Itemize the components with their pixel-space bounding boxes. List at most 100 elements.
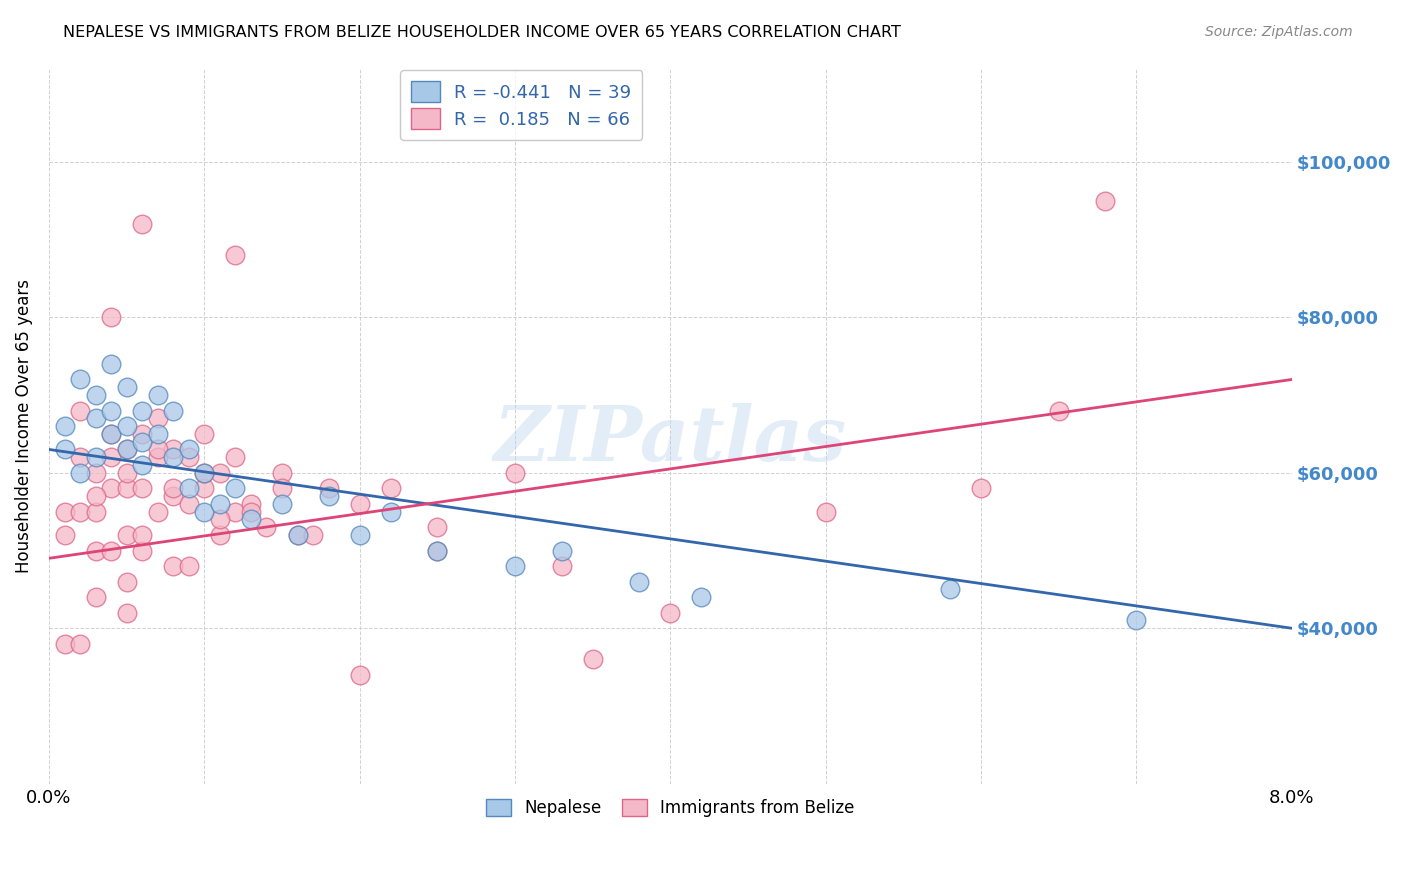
Point (100, 450, 122, 465)
Point (349, 528, 371, 542)
Point (970, 481, 993, 495)
Point (550, 559, 572, 574)
Point (84, 489, 107, 503)
Point (100, 357, 122, 371)
Point (69, 403, 91, 417)
Point (115, 419, 138, 434)
Point (302, 528, 325, 542)
Point (84, 543, 107, 558)
Point (193, 466, 215, 480)
Point (146, 450, 169, 465)
Point (162, 403, 184, 417)
Point (318, 489, 340, 503)
Point (177, 559, 200, 574)
Point (115, 481, 138, 495)
Point (146, 442, 169, 457)
Point (939, 582, 962, 597)
Point (426, 520, 449, 534)
Point (100, 403, 122, 417)
Point (115, 574, 138, 589)
Point (100, 426, 122, 441)
Point (503, 559, 526, 574)
Point (239, 505, 262, 519)
Text: ZIPatlas: ZIPatlas (494, 403, 846, 477)
Point (69, 637, 91, 651)
Point (115, 528, 138, 542)
Point (162, 481, 184, 495)
Point (1094, 194, 1116, 208)
Point (208, 497, 231, 511)
Point (628, 574, 651, 589)
Point (115, 466, 138, 480)
Point (131, 426, 153, 441)
Point (271, 466, 294, 480)
Point (162, 559, 184, 574)
Point (146, 505, 169, 519)
Point (100, 543, 122, 558)
Point (131, 217, 153, 231)
Point (84, 450, 107, 465)
Point (69, 372, 91, 386)
Point (193, 466, 215, 480)
Point (271, 497, 294, 511)
Point (208, 528, 231, 542)
Point (239, 497, 262, 511)
Point (193, 426, 215, 441)
Point (224, 505, 246, 519)
Legend: Nepalese, Immigrants from Belize: Nepalese, Immigrants from Belize (478, 790, 863, 825)
Point (115, 442, 138, 457)
Point (115, 442, 138, 457)
Point (53, 442, 76, 457)
Y-axis label: Householder Income Over 65 years: Householder Income Over 65 years (15, 279, 32, 574)
Point (131, 528, 153, 542)
Point (550, 543, 572, 558)
Point (162, 450, 184, 465)
Point (100, 310, 122, 325)
Point (271, 481, 294, 495)
Point (131, 403, 153, 417)
Point (208, 512, 231, 526)
Point (131, 458, 153, 472)
Point (1047, 403, 1070, 417)
Point (380, 481, 402, 495)
Point (69, 505, 91, 519)
Point (193, 505, 215, 519)
Point (177, 442, 200, 457)
Point (177, 450, 200, 465)
Point (177, 481, 200, 495)
Point (69, 450, 91, 465)
Point (100, 426, 122, 441)
Point (84, 590, 107, 604)
Point (318, 481, 340, 495)
Point (582, 652, 605, 666)
Point (162, 489, 184, 503)
Point (224, 481, 246, 495)
Point (84, 466, 107, 480)
Text: Source: ZipAtlas.com: Source: ZipAtlas.com (1205, 25, 1353, 39)
Point (193, 481, 215, 495)
Point (115, 380, 138, 394)
Point (287, 528, 309, 542)
Point (349, 497, 371, 511)
Point (239, 512, 262, 526)
Point (426, 543, 449, 558)
Point (814, 505, 837, 519)
Point (115, 606, 138, 620)
Point (69, 466, 91, 480)
Point (659, 606, 682, 620)
Point (208, 466, 231, 480)
Point (100, 481, 122, 495)
Point (146, 411, 169, 425)
Point (380, 505, 402, 519)
Point (177, 497, 200, 511)
Point (224, 248, 246, 262)
Point (53, 419, 76, 434)
Point (690, 590, 713, 604)
Point (146, 426, 169, 441)
Point (1125, 614, 1147, 628)
Text: NEPALESE VS IMMIGRANTS FROM BELIZE HOUSEHOLDER INCOME OVER 65 YEARS CORRELATION : NEPALESE VS IMMIGRANTS FROM BELIZE HOUSE… (63, 25, 901, 40)
Point (426, 543, 449, 558)
Point (131, 434, 153, 449)
Point (131, 481, 153, 495)
Point (224, 450, 246, 465)
